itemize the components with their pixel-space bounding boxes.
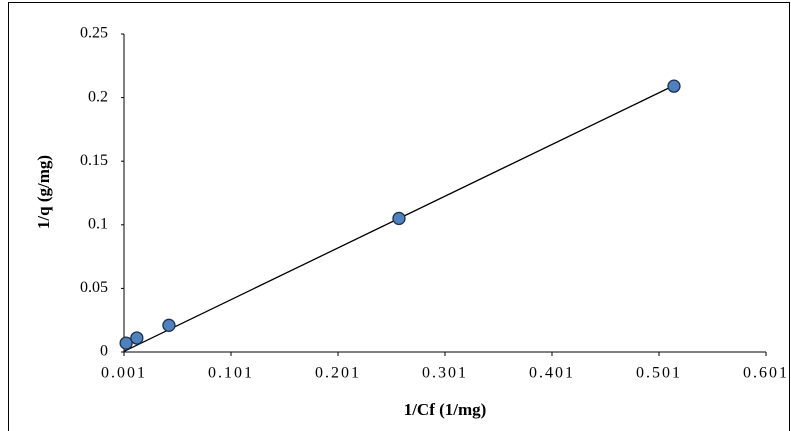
x-tick-label: 0.401: [529, 365, 575, 382]
x-tick-label: 0.501: [636, 365, 682, 382]
data-point: [130, 331, 144, 345]
x-tick-label: 0.001: [101, 365, 147, 382]
chart-frame: [8, 2, 790, 431]
x-tick-label: 0.101: [208, 365, 254, 382]
y-tick-label: 0: [100, 343, 108, 360]
x-axis-title: 1/Cf (1/mg): [404, 400, 487, 419]
data-point: [162, 318, 176, 332]
x-tick-label: 0.201: [315, 365, 361, 382]
y-tick-label: 0.25: [80, 25, 108, 42]
data-point: [667, 79, 681, 93]
data-point: [392, 211, 406, 226]
y-tick-label: 0.1: [88, 215, 108, 232]
y-tick-label: 0.2: [88, 88, 108, 105]
x-tick-label: 0.301: [422, 365, 468, 382]
y-axis-title: 1/q (g/mg): [34, 155, 53, 229]
y-tick-label: 0.05: [80, 279, 108, 296]
x-tick-label: 0.601: [743, 365, 789, 382]
y-tick-label: 0.15: [80, 152, 108, 169]
data-point: [119, 336, 133, 350]
